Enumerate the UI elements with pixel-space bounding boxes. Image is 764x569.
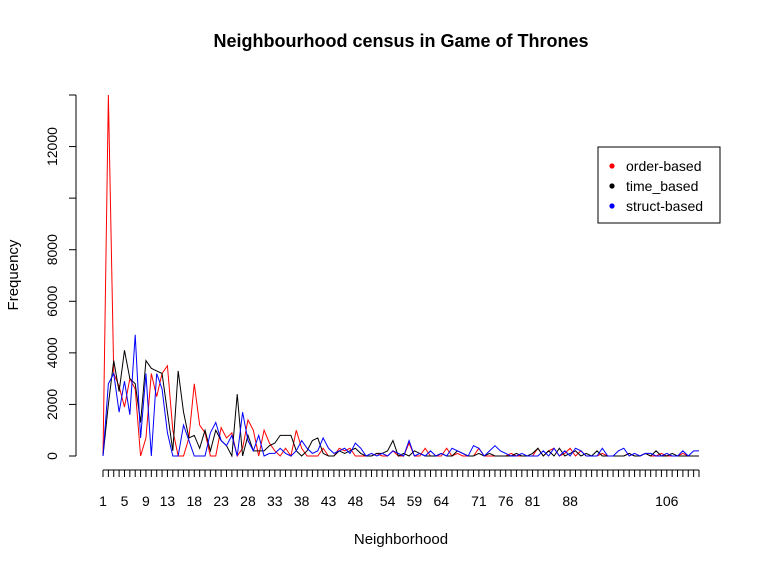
y-tick-label: 8000 <box>44 234 60 265</box>
x-tick-label: 106 <box>655 493 679 509</box>
x-tick-label: 81 <box>525 493 541 509</box>
x-tick-label: 23 <box>213 493 229 509</box>
chart-title: Neighbourhood census in Game of Thrones <box>213 31 588 51</box>
y-tick-label: 0 <box>44 452 60 460</box>
x-tick-label: 28 <box>240 493 256 509</box>
x-tick-label: 54 <box>380 493 396 509</box>
x-tick-label: 38 <box>294 493 310 509</box>
y-axis: 0 2000 4000 6000 8000 12000 <box>44 94 77 460</box>
legend-box <box>597 146 721 224</box>
legend-marker <box>609 203 615 209</box>
x-tick-label: 48 <box>348 493 364 509</box>
x-tick-label: 71 <box>471 493 487 509</box>
legend-marker <box>609 163 615 169</box>
x-tick-label: 5 <box>121 493 129 509</box>
y-tick-label: 2000 <box>44 389 60 420</box>
series-line-struct-based <box>102 334 699 457</box>
x-tick-label: 13 <box>160 493 176 509</box>
x-axis: 1 5 9 13 18 23 28 33 38 43 48 54 59 64 71 76 81 88 106 <box>99 469 700 509</box>
legend-label: struct-based <box>626 198 703 214</box>
x-tick-label: 64 <box>433 493 449 509</box>
x-tick-label: 88 <box>562 493 578 509</box>
y-tick-label: 4000 <box>44 337 60 368</box>
x-tick-label: 59 <box>407 493 423 509</box>
x-tick-label: 18 <box>186 493 202 509</box>
series-line-order-based <box>102 94 699 458</box>
y-axis-label: Frequency <box>5 239 22 310</box>
x-tick-label: 43 <box>321 493 337 509</box>
x-tick-label: 9 <box>142 493 150 509</box>
x-axis-label: Neighborhood <box>354 531 448 548</box>
legend-label: order-based <box>626 158 702 174</box>
x-tick-label: 33 <box>267 493 283 509</box>
legend-label: time_based <box>626 178 698 194</box>
x-tick-label: 1 <box>99 493 107 509</box>
y-tick-label: 12000 <box>44 127 60 166</box>
series-group <box>102 94 699 458</box>
legend-marker <box>609 183 615 189</box>
y-tick-label: 6000 <box>44 286 60 317</box>
x-tick-label: 76 <box>498 493 514 509</box>
legend: order-based time_based struct-based <box>597 146 721 224</box>
